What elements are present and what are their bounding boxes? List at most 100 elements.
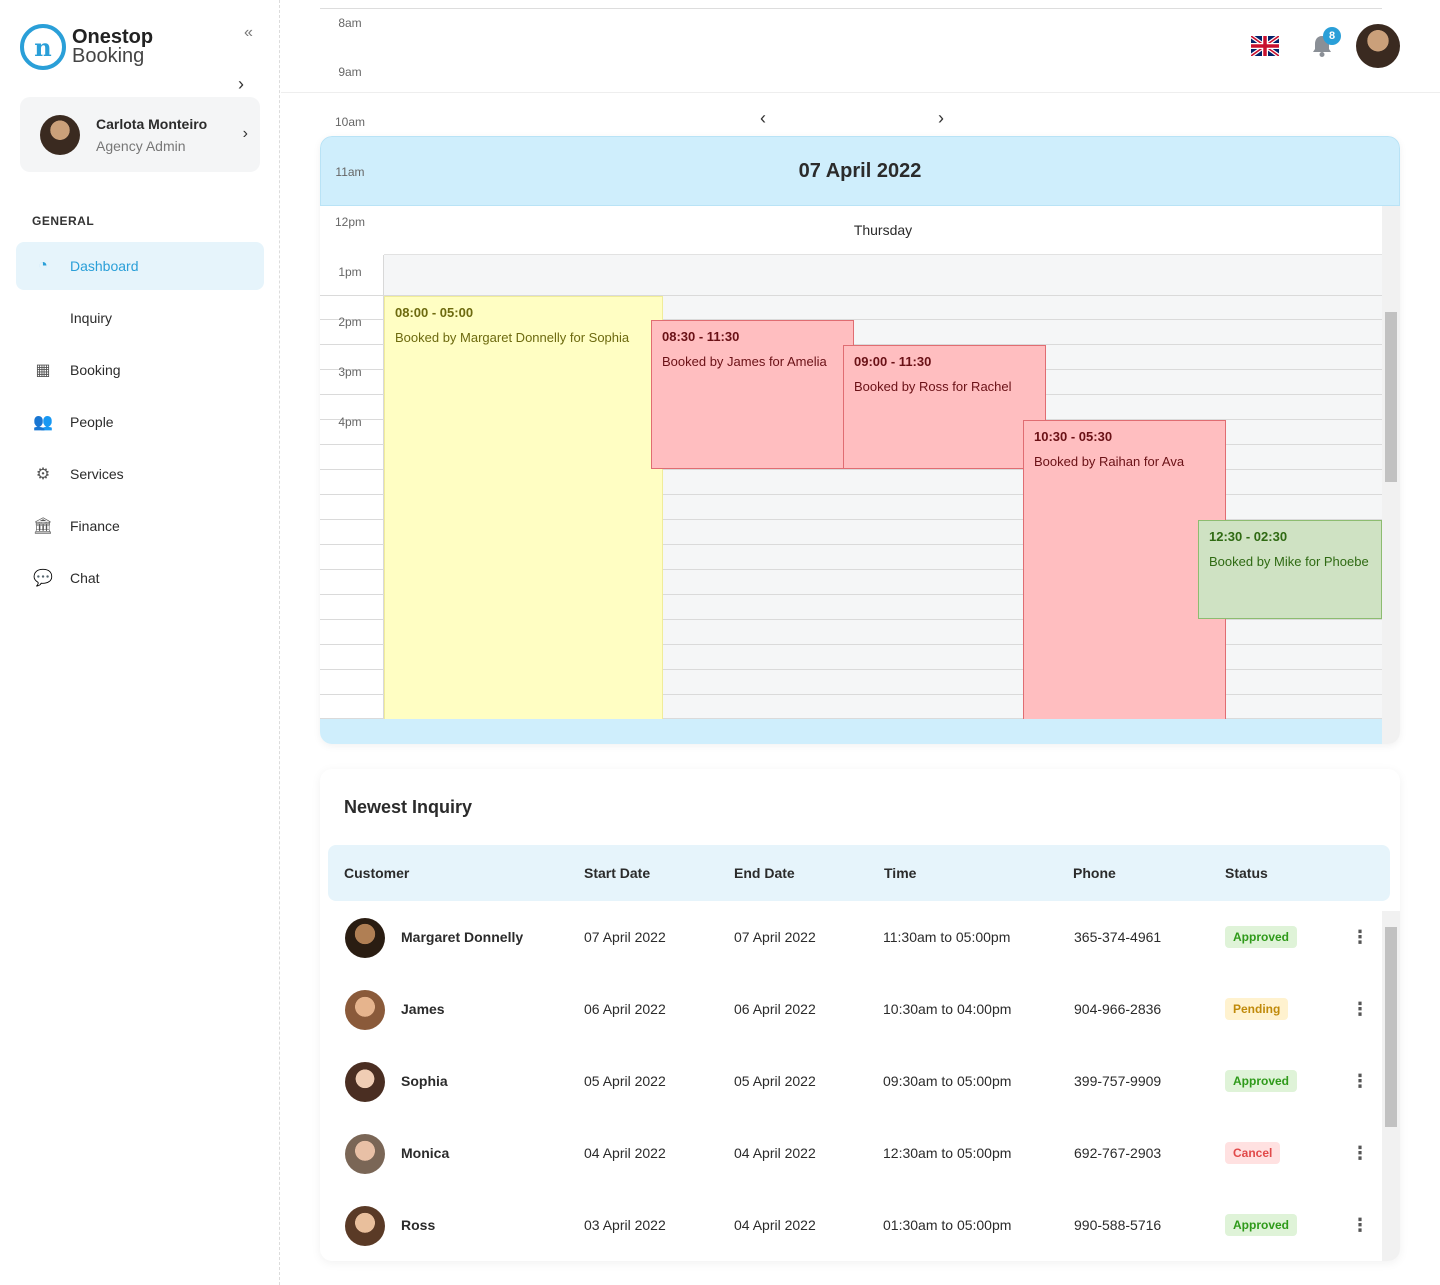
booking-event[interactable]: 12:30 - 02:30 Booked by Mike for Phoebe bbox=[1198, 520, 1382, 619]
column-header[interactable]: Customer bbox=[344, 865, 410, 881]
avatar bbox=[345, 1206, 385, 1246]
header-avatar[interactable] bbox=[1356, 24, 1400, 68]
chevron-right-icon[interactable]: › bbox=[242, 125, 248, 142]
end-date: 07 April 2022 bbox=[734, 929, 816, 945]
column-header[interactable]: Time bbox=[884, 865, 917, 881]
table-row[interactable]: Monica 04 April 2022 04 April 2022 12:30… bbox=[320, 1117, 1382, 1189]
calendar-scrollbar[interactable] bbox=[1382, 206, 1400, 744]
time-label: 3pm bbox=[338, 365, 362, 379]
sidebar-item-finance[interactable]: 🏛 Finance bbox=[16, 502, 264, 550]
time-label: 2pm bbox=[338, 315, 362, 329]
customer-name: Monica bbox=[401, 1145, 450, 1161]
sidebar-item-label: Booking bbox=[70, 362, 121, 378]
sidebar-item-services[interactable]: ⚙ Services bbox=[16, 450, 264, 498]
sidebar: n Onestop Booking « › Carlota Monteiro A… bbox=[0, 0, 280, 1285]
sidebar-nav: ◔ Dashboard Inquiry ▦ Booking 👥 People ⚙… bbox=[16, 242, 264, 606]
end-date: 05 April 2022 bbox=[734, 1073, 816, 1089]
phone: 399-757-9909 bbox=[1074, 1073, 1162, 1089]
scrollbar-thumb[interactable] bbox=[1385, 927, 1397, 1127]
booking-event[interactable]: 08:00 - 05:00 Booked by Margaret Donnell… bbox=[384, 296, 663, 720]
more-options-icon[interactable]: ⋮ bbox=[1351, 1215, 1369, 1235]
grid-line bbox=[320, 469, 1382, 470]
column-header[interactable]: End Date bbox=[734, 865, 795, 881]
user-card[interactable]: Carlota Monteiro Agency Admin › bbox=[20, 97, 260, 172]
start-date: 03 April 2022 bbox=[584, 1217, 666, 1233]
scrollbar-thumb[interactable] bbox=[1385, 312, 1397, 482]
calendar-header: 07 April 2022 bbox=[320, 136, 1400, 206]
calendar-date: 07 April 2022 bbox=[798, 159, 922, 182]
event-time: 08:30 - 11:30 bbox=[662, 329, 740, 344]
end-date: 06 April 2022 bbox=[734, 1001, 816, 1017]
table-row[interactable]: Margaret Donnelly 07 April 2022 07 April… bbox=[320, 901, 1382, 973]
grid-line bbox=[320, 619, 1382, 620]
sidebar-item-label: Inquiry bbox=[70, 310, 113, 326]
sidebar-item-label: Chat bbox=[70, 570, 100, 586]
brand-logo[interactable]: n Onestop Booking bbox=[20, 24, 153, 70]
grid-line bbox=[320, 494, 1382, 495]
time-label: 1pm bbox=[338, 265, 362, 279]
table-header: Customer Start Date End Date Time Phone … bbox=[328, 845, 1390, 901]
gear-icon: ⚙ bbox=[35, 466, 51, 483]
sidebar-item-people[interactable]: 👥 People bbox=[16, 398, 264, 446]
event-time: 09:00 - 11:30 bbox=[854, 354, 932, 369]
event-time: 10:30 - 05:30 bbox=[1034, 429, 1113, 444]
column-header[interactable]: Phone bbox=[1073, 865, 1116, 881]
collapse-sidebar-icon[interactable]: « bbox=[244, 24, 253, 41]
sidebar-item-label: People bbox=[70, 414, 114, 430]
sidebar-item-label: Finance bbox=[70, 518, 120, 534]
notification-badge: 8 bbox=[1323, 27, 1341, 45]
logo-text: Onestop Booking bbox=[72, 26, 154, 66]
uk-flag-icon[interactable] bbox=[1251, 36, 1279, 56]
more-options-icon[interactable]: ⋮ bbox=[1351, 1143, 1369, 1163]
brand-line-1: Onestop bbox=[72, 26, 154, 48]
panel-title: Newest Inquiry bbox=[344, 797, 473, 817]
phone: 692-767-2903 bbox=[1074, 1145, 1162, 1161]
column-header[interactable]: Start Date bbox=[584, 865, 651, 881]
sidebar-item-label: Services bbox=[70, 466, 124, 482]
next-day-icon[interactable]: › bbox=[938, 108, 944, 128]
event-text: Booked by Raihan for Ava bbox=[1034, 454, 1185, 469]
column-header[interactable]: Status bbox=[1225, 865, 1268, 881]
event-time: 08:00 - 05:00 bbox=[395, 305, 474, 320]
customer-name: James bbox=[401, 1001, 445, 1017]
customer-name: Margaret Donnelly bbox=[401, 929, 524, 945]
grid-line bbox=[320, 544, 1382, 545]
booking-event[interactable]: 10:30 - 05:30 Booked by Raihan for Ava bbox=[1023, 420, 1226, 720]
section-label-general: GENERAL bbox=[32, 214, 95, 228]
sidebar-item-dashboard[interactable]: ◔ Dashboard bbox=[16, 242, 264, 290]
more-options-icon[interactable]: ⋮ bbox=[1351, 999, 1369, 1019]
avatar bbox=[345, 990, 385, 1030]
more-options-icon[interactable]: ⋮ bbox=[1351, 1071, 1369, 1091]
table-row[interactable]: James 06 April 2022 06 April 2022 10:30a… bbox=[320, 973, 1382, 1045]
bank-icon: 🏛 bbox=[32, 518, 54, 535]
prev-day-icon[interactable]: ‹ bbox=[760, 108, 766, 128]
dashboard-icon: ◔ bbox=[38, 257, 48, 274]
calendar: 07 April 2022 Thursday 08:00 - 05:00 bbox=[320, 136, 1400, 744]
status-badge: Approved bbox=[1225, 1214, 1298, 1236]
sidebar-item-chat[interactable]: 💬 Chat bbox=[16, 554, 264, 602]
time-label: 8am bbox=[338, 16, 362, 30]
event-text: Booked by Mike for Phoebe bbox=[1209, 554, 1369, 569]
time-range: 01:30am to 05:00pm bbox=[883, 1217, 1012, 1233]
start-date: 06 April 2022 bbox=[584, 1001, 666, 1017]
calendar-footer bbox=[320, 719, 1382, 744]
grid-line bbox=[320, 295, 1382, 296]
status-badge: Cancel bbox=[1225, 1142, 1281, 1164]
grid-line bbox=[320, 569, 1382, 570]
booking-event[interactable]: 09:00 - 11:30 Booked by Ross for Rachel bbox=[843, 345, 1046, 469]
chat-icon: 💬 bbox=[33, 570, 53, 587]
chevron-right-icon[interactable]: › bbox=[238, 74, 244, 94]
time-range: 11:30am to 05:00pm bbox=[883, 929, 1011, 945]
logo-mark-icon: n bbox=[20, 24, 66, 70]
start-date: 05 April 2022 bbox=[584, 1073, 666, 1089]
table-row[interactable]: Ross 03 April 2022 04 April 2022 01:30am… bbox=[320, 1189, 1382, 1261]
sidebar-item-booking[interactable]: ▦ Booking bbox=[16, 346, 264, 394]
sidebar-item-inquiry[interactable]: Inquiry bbox=[16, 294, 264, 342]
time-range: 10:30am to 04:00pm bbox=[883, 1001, 1012, 1017]
status-badge: Pending bbox=[1225, 998, 1289, 1020]
table-scrollbar[interactable] bbox=[1382, 911, 1400, 1261]
table-row[interactable]: Sophia 05 April 2022 05 April 2022 09:30… bbox=[320, 1045, 1382, 1117]
more-options-icon[interactable]: ⋮ bbox=[1351, 927, 1369, 947]
booking-event[interactable]: 08:30 - 11:30 Booked by James for Amelia bbox=[651, 320, 854, 469]
